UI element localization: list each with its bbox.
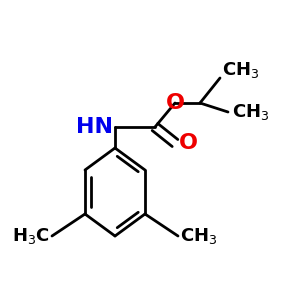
Text: CH$_3$: CH$_3$	[180, 226, 218, 246]
Text: O: O	[166, 93, 184, 113]
Text: H$_3$C: H$_3$C	[12, 226, 50, 246]
Text: CH$_3$: CH$_3$	[232, 102, 269, 122]
Text: O: O	[179, 133, 198, 153]
Text: CH$_3$: CH$_3$	[222, 60, 260, 80]
Text: HN: HN	[76, 117, 113, 137]
